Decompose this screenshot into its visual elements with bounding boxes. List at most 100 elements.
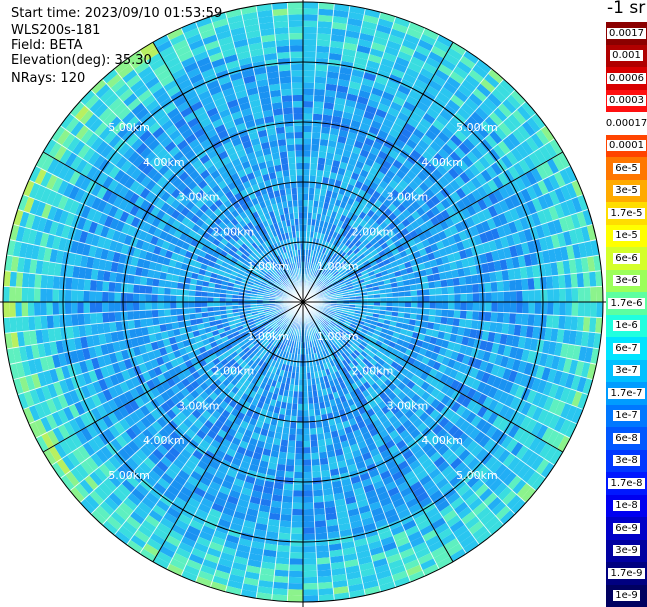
ppi-cell [303,218,308,225]
ppi-cell [315,271,320,278]
ppi-cell [401,323,409,331]
ppi-cell [341,273,349,279]
ppi-cell [391,122,404,134]
ppi-cell [449,224,459,236]
ppi-cell [399,45,415,57]
ppi-cell [21,287,29,302]
ppi-cell [350,263,358,271]
ppi-cell [570,273,578,288]
ppi-cell [375,257,383,265]
ppi-cell [334,312,342,317]
ppi-cell [52,275,61,290]
ppi-cell [351,221,360,230]
ppi-cell [383,370,392,379]
ppi-cell [341,229,349,238]
ppi-cell [380,342,389,350]
ppi-cell [390,282,398,288]
ppi-cell [334,147,344,156]
ppi-cell [309,421,317,429]
ppi-cell [289,428,297,435]
ppi-cell [438,346,448,357]
ppi-cell [458,318,466,328]
ppi-cell [386,302,393,307]
ppi-cell [303,428,310,435]
ppi-cell [326,146,336,154]
ppi-cell [357,243,366,251]
ppi-cell [288,434,297,441]
ppi-cell [535,365,545,380]
ppi-cell [335,291,343,295]
ppi-cell [488,239,498,252]
ppi-cell [89,312,97,325]
ppi-cell [341,237,349,245]
ppi-cell [303,397,309,404]
ppi-cell [458,362,468,374]
ppi-cell [356,95,369,105]
ppi-cell [346,258,354,266]
ppi-cell [479,302,486,312]
ppi-cell [434,315,442,324]
ppi-cell [347,270,354,276]
ppi-cell [418,95,433,108]
ppi-cell [346,249,354,257]
ppi-cell [495,431,508,446]
ppi-cell [562,329,571,345]
ppi-cell [329,251,335,258]
ppi-cell [516,463,531,480]
ppi-cell [358,253,366,261]
ppi-cell [277,457,287,465]
ppi-cell [417,262,426,271]
ppi-cell [394,56,410,68]
ppi-cell [324,318,331,324]
ppi-cell [452,251,462,262]
ppi-cell [548,205,559,221]
ppi-cell [328,288,335,293]
ppi-cell [335,233,342,241]
ppi-cell [344,99,357,108]
ppi-cell [339,283,347,288]
ppi-cell [454,302,461,311]
ppi-cell [316,265,322,272]
ppi-cell [536,424,549,440]
ppi-cell [482,207,493,221]
ppi-cell [452,342,462,353]
ppi-cell [550,355,561,371]
ppi-cell [497,172,510,187]
ppi-cell [27,302,35,317]
ppi-cell [355,337,363,344]
ppi-cell [492,376,503,389]
ppi-cell [403,33,420,45]
ppi-cell [308,181,316,189]
ppi-cell [460,207,472,220]
ppi-cell [324,280,331,286]
ppi-cell [320,463,330,472]
ppi-cell [313,257,318,264]
ppi-cell [443,52,460,66]
ppi-cell [345,137,356,147]
ppi-cell [368,125,380,136]
ppi-cell [504,196,515,211]
ppi-cell [352,331,360,338]
ppi-cell [440,316,448,325]
ppi-cell [489,130,503,145]
ppi-cell [596,302,603,318]
ppi-cell [417,155,430,167]
ppi-cell [377,129,389,140]
ppi-cell [314,270,319,278]
ppi-cell [546,158,560,175]
ppi-cell [379,306,387,311]
ppi-cell [34,315,42,331]
ppi-cell [435,240,445,250]
ppi-cell [370,120,383,130]
ppi-cell [582,209,593,226]
ppi-cell [449,179,461,192]
ppi-cell [557,435,571,452]
ppi-cell [294,465,303,473]
ppi-cell [409,56,426,68]
ppi-cell [568,359,579,375]
ppi-cell [547,220,557,236]
ppi-cell [308,193,315,201]
ppi-cell [458,249,468,260]
ppi-cell [520,188,532,203]
ppi-cell [527,313,535,327]
